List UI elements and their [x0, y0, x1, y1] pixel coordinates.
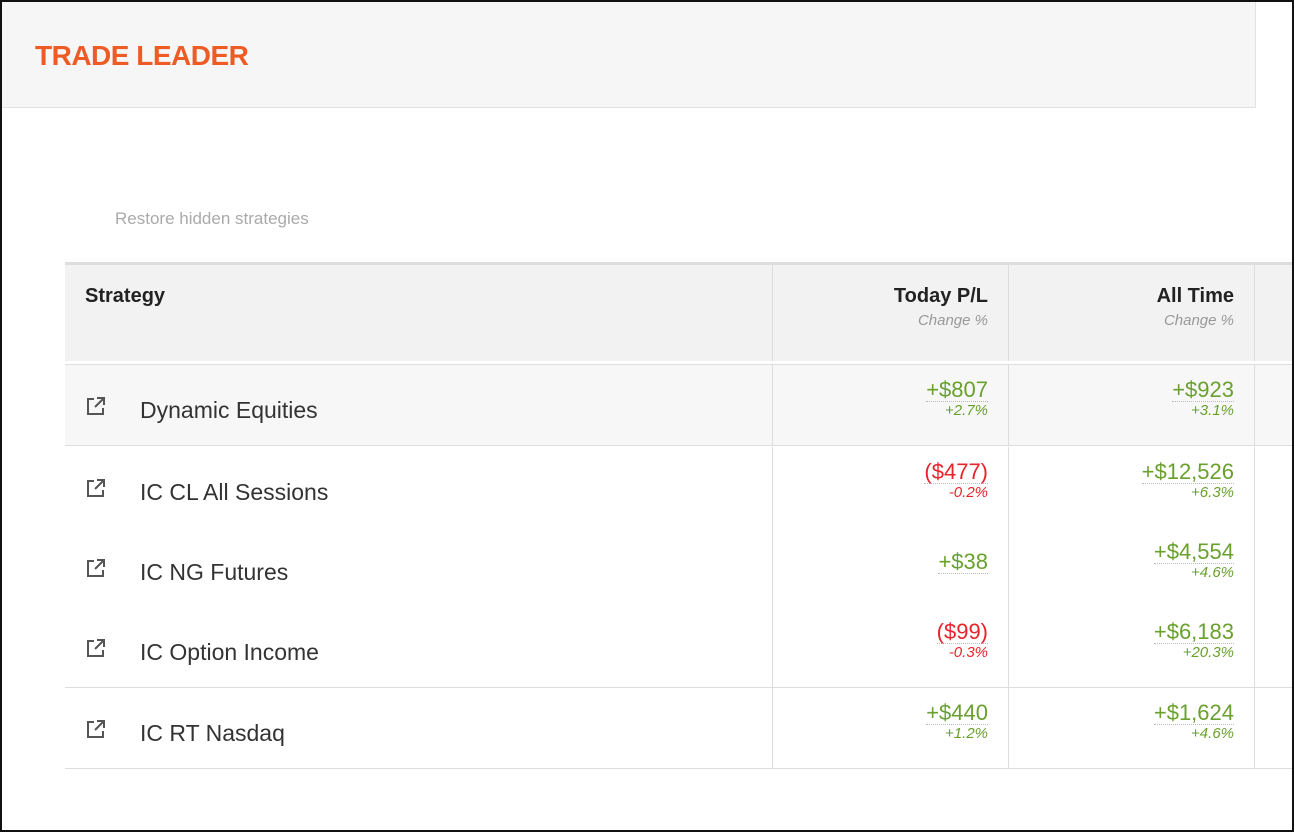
header-cell[interactable]: All Time Change % [1008, 265, 1255, 361]
strategy-cell: Dynamic Equities [65, 365, 772, 445]
table-row: IC CL All Sessions ($477) -0.2% +$12,526 +6.… [65, 447, 1292, 527]
value-cell: +$1,624 +4.6% [1008, 688, 1255, 768]
header-row: Strategy Today P/L Change % All Time Cha… [65, 262, 1292, 361]
amount: ($477) [924, 459, 988, 484]
external-link-icon[interactable] [85, 557, 107, 584]
value-cell: +$38 [772, 527, 1008, 607]
header-cell[interactable]: Today P/L Change % [772, 265, 1008, 361]
strategy-cell: IC NG Futures [65, 527, 772, 607]
value-cell: +$440 +1.2% [772, 688, 1008, 768]
external-link-icon[interactable] [85, 718, 107, 745]
column-title: All Time [1156, 285, 1234, 307]
change-percent: +4.6% [1191, 564, 1234, 581]
amount: +$807 [926, 377, 988, 402]
column-subtitle: Change % [1163, 312, 1234, 329]
restore-link[interactable]: Restore hidden strategies [115, 209, 309, 228]
column-title: Strategy [85, 285, 166, 307]
amount: +$4,554 [1153, 539, 1234, 564]
strategy-cell: IC Option Income [65, 607, 772, 687]
change-percent: +6.3% [1191, 484, 1234, 501]
strategy-cell: IC RT Nasdaq [65, 688, 772, 768]
column-subtitle: Change % [917, 312, 988, 329]
change-percent: +4.6% [1191, 725, 1234, 742]
change-percent: +20.3% [1182, 644, 1234, 661]
value-cell: +$12,526 +6.3% [1008, 447, 1255, 527]
amount: +$12,526 [1141, 459, 1234, 484]
external-link-icon[interactable] [85, 637, 107, 664]
amount: +$6,183 [1153, 619, 1234, 644]
value-cell: ($99) -0.3% [772, 607, 1008, 687]
strategy-name[interactable]: IC NG Futures [140, 559, 289, 585]
value-cell: ($477) -0.2% [772, 447, 1008, 527]
strategy-name[interactable]: IC RT Nasdaq [140, 720, 285, 746]
amount: +$38 [938, 549, 988, 574]
external-link-icon[interactable] [85, 395, 107, 422]
change-percent: -0.2% [948, 484, 988, 501]
header: TRADE LEADER [2, 2, 1256, 108]
amount: ($99) [936, 619, 988, 644]
strategy-name[interactable]: Dynamic Equities [140, 397, 318, 423]
amount: +$1,624 [1153, 700, 1234, 725]
amount: +$440 [926, 700, 988, 725]
table-row: IC NG Futures +$38 +$4,554 +4.6% [65, 527, 1292, 607]
column-title: Today P/L [893, 285, 988, 307]
header-cell[interactable]: Strategy [65, 265, 772, 361]
change-percent: +2.7% [945, 402, 988, 419]
table-row: Dynamic Equities +$807 +2.7% +$923 +3.1% [65, 364, 1292, 446]
value-cell: +$6,183 +20.3% [1008, 607, 1255, 687]
strategy-name[interactable]: IC CL All Sessions [140, 479, 329, 505]
value-cell: +$807 +2.7% [772, 365, 1008, 445]
change-percent: +1.2% [945, 725, 988, 742]
title: TRADE LEADER [35, 40, 249, 71]
table-row: IC Option Income ($99) -0.3% +$6,183 +20.3% [65, 607, 1292, 687]
change-percent: -0.3% [948, 644, 988, 661]
external-link-icon[interactable] [85, 477, 107, 504]
value-cell: +$4,554 +4.6% [1008, 527, 1255, 607]
value-cell: +$923 +3.1% [1008, 365, 1255, 445]
change-percent: +3.1% [1191, 402, 1234, 419]
amount: +$923 [1172, 377, 1234, 402]
strategy-cell: IC CL All Sessions [65, 447, 772, 527]
strategy-name[interactable]: IC Option Income [140, 639, 319, 665]
table-row: IC RT Nasdaq +$440 +1.2% +$1,624 +4.6% [65, 687, 1292, 769]
